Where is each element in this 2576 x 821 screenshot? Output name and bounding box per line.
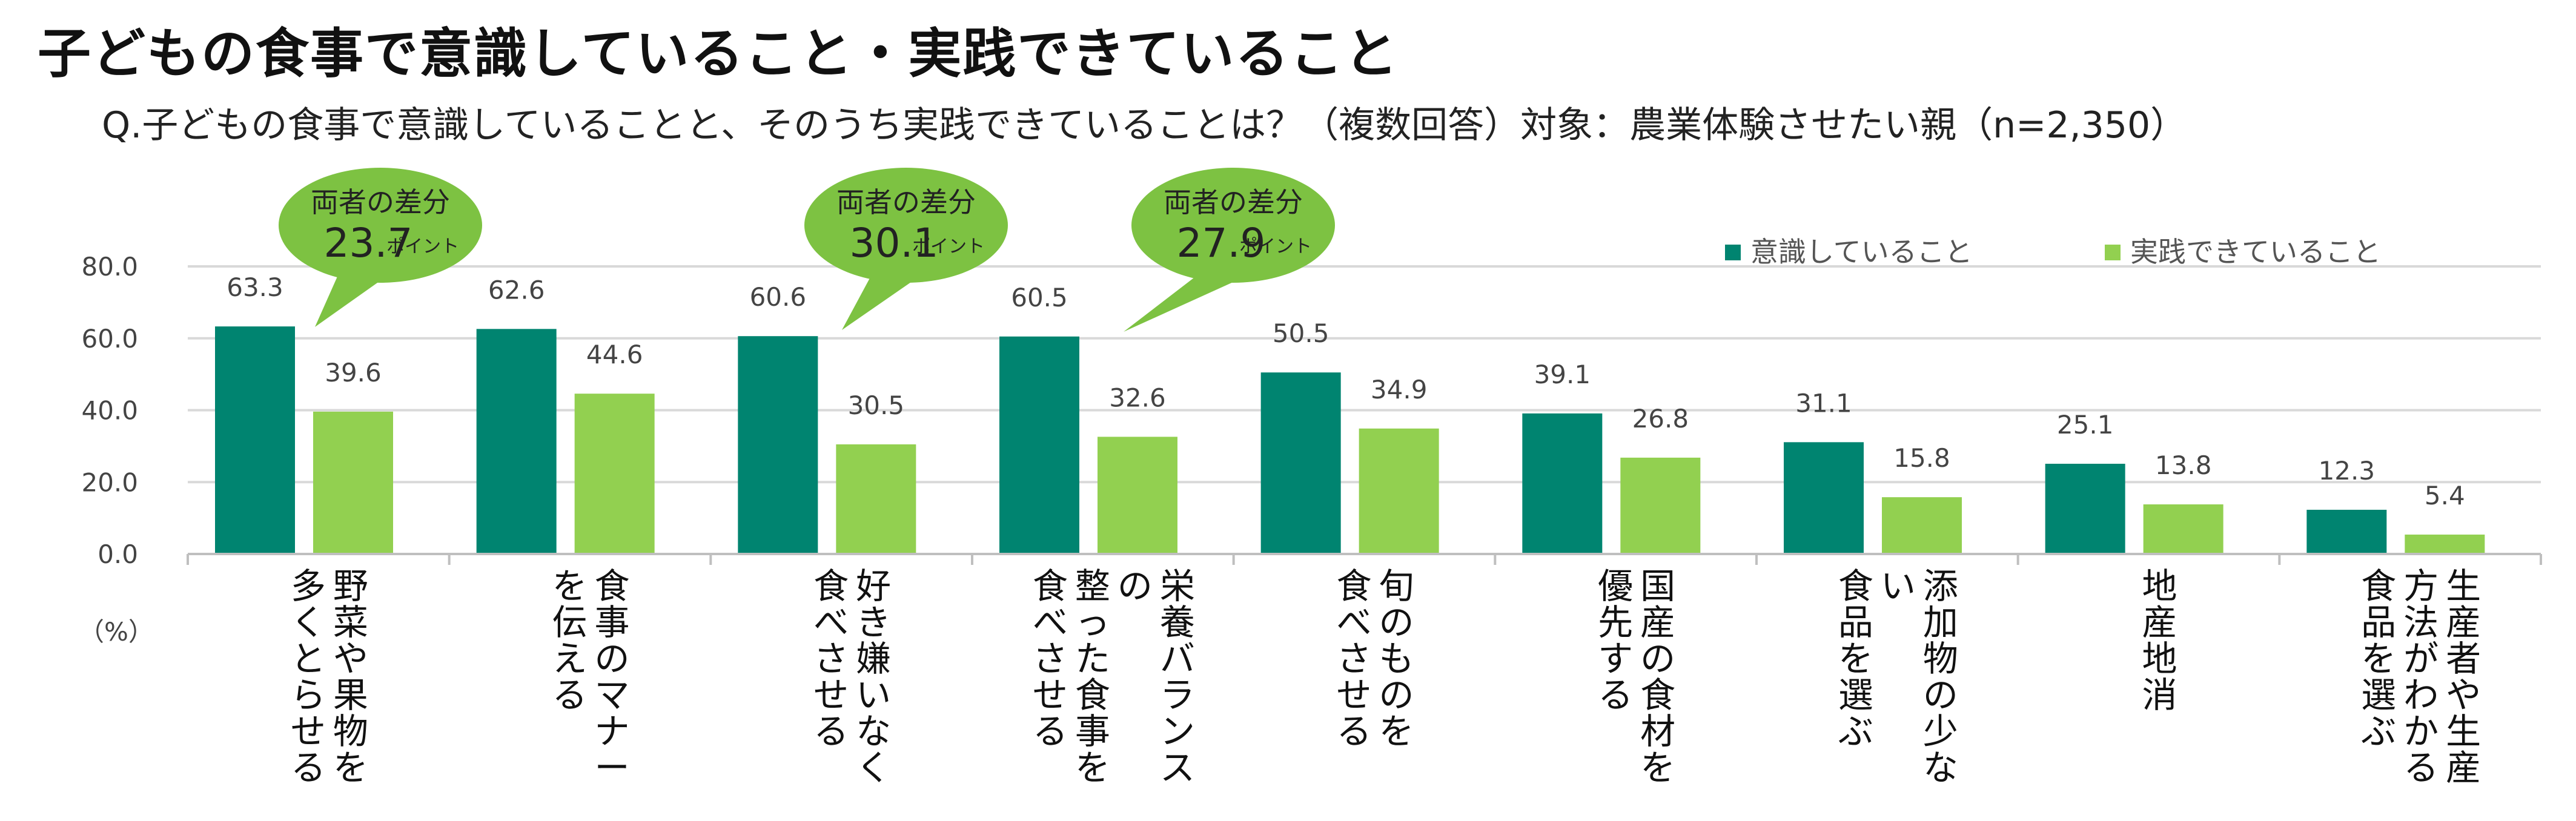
callout-heading: 両者の差分 bbox=[311, 186, 450, 219]
callout-unit: ポイント bbox=[386, 236, 459, 257]
x-category-label: い bbox=[1881, 565, 1916, 607]
x-category-label: 野菜や果物を bbox=[333, 565, 368, 788]
x-category-label: を伝える bbox=[552, 565, 587, 716]
bar-practiced bbox=[2405, 534, 2485, 554]
x-category-label: 多くとらせる bbox=[291, 565, 326, 788]
x-category-label: 方法がわかる bbox=[2403, 565, 2439, 788]
data-label-aware: 63.3 bbox=[227, 272, 283, 302]
data-label-practiced: 5.4 bbox=[2425, 481, 2465, 510]
y-axis-label: （%） bbox=[79, 617, 154, 647]
legend-swatch bbox=[1725, 245, 1741, 260]
callout-heading: 両者の差分 bbox=[836, 186, 976, 219]
chart-title: 子どもの食事で意識していること・実践できていること bbox=[38, 22, 1399, 85]
bar-aware bbox=[1260, 372, 1341, 554]
legend-item-practiced: 実践できていること bbox=[2105, 236, 2381, 268]
callout-bubble bbox=[279, 168, 482, 283]
callout-unit: ポイント bbox=[1239, 236, 1312, 257]
callout-unit: ポイント bbox=[912, 236, 985, 257]
legend-label: 実践できていること bbox=[2130, 236, 2381, 268]
bar-aware bbox=[738, 336, 818, 554]
x-category-label: の bbox=[1117, 565, 1153, 607]
bar-practiced bbox=[1098, 437, 1177, 554]
y-tick-label: 60.0 bbox=[81, 324, 138, 354]
callout-bubble bbox=[1131, 168, 1335, 283]
data-label-aware: 12.3 bbox=[2319, 456, 2376, 486]
x-category-label: 食事のマナー bbox=[594, 565, 629, 788]
bar-aware bbox=[1784, 442, 1864, 554]
callout-bubble bbox=[804, 168, 1008, 283]
bar-aware bbox=[2045, 463, 2125, 554]
legend-label: 意識していること bbox=[1750, 236, 1973, 268]
x-category-label: 添加物の少な bbox=[1923, 565, 1958, 788]
data-label-practiced: 30.5 bbox=[848, 391, 905, 420]
y-tick-label: 20.0 bbox=[81, 467, 138, 497]
x-category-label: 旬のものを bbox=[1379, 565, 1414, 752]
data-label-aware: 60.6 bbox=[750, 282, 807, 312]
data-label-aware: 39.1 bbox=[1534, 360, 1591, 389]
legend-item-aware: 意識していること bbox=[1725, 236, 1973, 268]
bar-aware bbox=[999, 336, 1079, 554]
x-category-label: 地産地消 bbox=[2142, 565, 2177, 716]
callout-heading: 両者の差分 bbox=[1164, 186, 1303, 219]
callout-value: 27.9 bbox=[1177, 220, 1266, 266]
callout-value: 23.7 bbox=[324, 220, 413, 266]
y-tick-label: 80.0 bbox=[81, 252, 138, 282]
data-label-practiced: 39.6 bbox=[325, 358, 382, 387]
x-category-label: 食べさせる bbox=[1336, 565, 1371, 752]
x-category-label: 食品を選ぶ bbox=[1838, 565, 1873, 752]
y-tick-label: 40.0 bbox=[81, 396, 138, 426]
data-label-aware: 50.5 bbox=[1273, 318, 1329, 348]
data-label-practiced: 26.8 bbox=[1632, 404, 1689, 434]
callout-pointer bbox=[1124, 274, 1248, 332]
legend: 意識していること 実践できていること bbox=[1725, 236, 2381, 268]
chart-subtitle: Q.子どもの食事で意識していることと、そのうち実践できていることは？（複数回答）… bbox=[102, 104, 2187, 147]
callout-value: 30.1 bbox=[850, 220, 939, 266]
legend-swatch bbox=[2105, 245, 2121, 260]
bar-aware bbox=[1522, 413, 1603, 554]
bar-aware bbox=[476, 329, 557, 554]
x-category-label: 食べさせる bbox=[1033, 565, 1068, 752]
x-category-label: 栄養バランス bbox=[1160, 565, 1195, 788]
data-label-practiced: 13.8 bbox=[2155, 450, 2212, 480]
data-label-aware: 60.5 bbox=[1011, 283, 1068, 312]
bar-aware bbox=[215, 326, 295, 554]
x-category-label: 好き嫌いなく bbox=[856, 565, 891, 788]
data-label-practiced: 15.8 bbox=[1893, 443, 1950, 473]
x-category-label: 整った食事を bbox=[1075, 565, 1110, 788]
callout-pointer bbox=[315, 272, 388, 327]
x-category-label: 食品を選ぶ bbox=[2361, 565, 2396, 752]
data-label-aware: 25.1 bbox=[2057, 410, 2114, 440]
data-label-practiced: 34.9 bbox=[1371, 375, 1428, 404]
data-label-practiced: 32.6 bbox=[1109, 383, 1166, 412]
x-category-label: 国産の食材を bbox=[1640, 565, 1675, 788]
bar-practiced bbox=[836, 444, 916, 554]
bar-aware bbox=[2306, 509, 2387, 554]
bar-practiced bbox=[1620, 457, 1701, 554]
data-labels: 63.3 62.6 60.6 60.5 50.5 39.1 31.1 25.1 12.3 39.6… bbox=[227, 272, 2465, 510]
y-tick-label: 0.0 bbox=[98, 539, 138, 569]
bar-practiced bbox=[2143, 504, 2223, 554]
data-label-practiced: 44.6 bbox=[586, 340, 643, 369]
data-label-aware: 62.6 bbox=[488, 275, 545, 305]
data-label-aware: 31.1 bbox=[1795, 388, 1852, 418]
x-category-label: 優先する bbox=[1598, 565, 1633, 716]
bar-practiced bbox=[313, 411, 393, 554]
callout-pointer bbox=[842, 274, 921, 330]
bar-practiced bbox=[574, 394, 655, 554]
x-category-label: 食べさせる bbox=[813, 565, 849, 752]
bar-practiced bbox=[1359, 428, 1439, 554]
bars bbox=[215, 326, 2485, 554]
x-category-label: 生産者や生産 bbox=[2446, 565, 2481, 788]
bar-practiced bbox=[1882, 497, 1962, 554]
